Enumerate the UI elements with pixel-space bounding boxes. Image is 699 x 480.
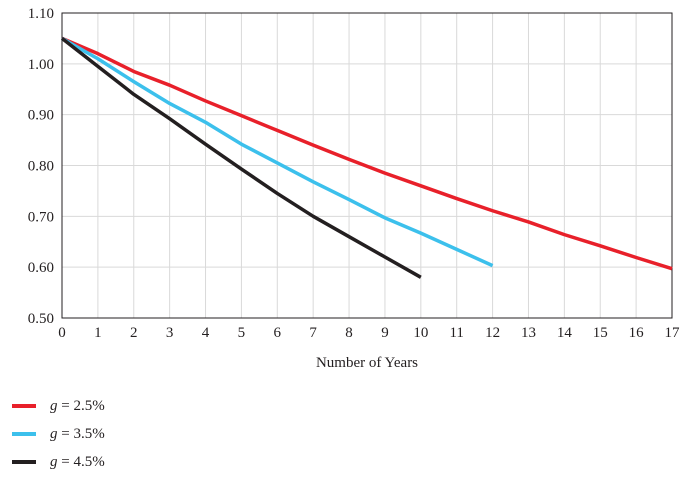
x-tick-label: 8 [345, 325, 353, 341]
legend-item-series-2: g = 3.5% [12, 420, 105, 448]
series-line-3 [60, 37, 422, 279]
legend-label-value: = 4.5% [57, 453, 105, 470]
legend-label: g = 2.5% [50, 398, 105, 415]
x-tick-label: 10 [413, 325, 428, 341]
legend-label: g = 4.5% [50, 454, 105, 471]
x-tick-label: 14 [557, 325, 573, 341]
legend-label-variable: g [50, 425, 58, 442]
legend-label-variable: g [50, 453, 58, 470]
legend-label-value: = 3.5% [57, 425, 105, 442]
x-tick-label: 7 [309, 325, 317, 341]
x-tick-label: 6 [274, 325, 282, 341]
legend-item-series-3: g = 4.5% [12, 448, 105, 476]
x-tick-label: 4 [202, 325, 210, 341]
y-tick-label: 0.80 [28, 159, 54, 175]
legend-label: g = 3.5% [50, 426, 105, 443]
x-tick-label: 16 [629, 325, 645, 341]
x-tick-label: 17 [665, 325, 681, 341]
x-tick-label: 2 [130, 325, 138, 341]
y-tick-label: 0.50 [28, 311, 54, 327]
series-line-1 [61, 36, 673, 271]
legend-item-series-1: g = 2.5% [12, 392, 105, 420]
x-tick-label: 3 [166, 325, 174, 341]
legend: g = 2.5% g = 3.5% g = 4.5% [12, 392, 105, 476]
x-tick-label: 11 [449, 325, 463, 341]
series-line-2 [61, 36, 494, 268]
x-tick-label: 9 [381, 325, 389, 341]
series-lines [60, 36, 673, 279]
x-axis-title: Number of Years [316, 355, 418, 371]
x-axis-ticks: 0 1 2 3 4 5 6 7 8 9 10 11 12 13 14 15 16 17 [58, 325, 680, 341]
legend-swatch [12, 460, 36, 464]
legend-label-value: = 2.5% [57, 397, 105, 414]
plot-frame [61, 12, 673, 319]
x-tick-label: 0 [58, 325, 66, 341]
y-axis-ticks: 0.50 0.60 0.70 0.80 0.90 1.00 1.10 [28, 6, 54, 327]
y-tick-label: 1.00 [28, 57, 54, 73]
x-tick-label: 13 [521, 325, 536, 341]
y-tick-label: 0.60 [28, 260, 54, 276]
y-tick-label: 0.90 [28, 108, 54, 124]
x-tick-label: 1 [94, 325, 102, 341]
x-tick-label: 5 [238, 325, 246, 341]
y-tick-label: 0.70 [28, 209, 54, 225]
legend-label-variable: g [50, 397, 58, 414]
y-tick-label: 1.10 [28, 6, 54, 22]
x-tick-label: 15 [593, 325, 608, 341]
legend-swatch [12, 432, 36, 436]
legend-swatch [12, 404, 36, 408]
grid [62, 13, 672, 318]
x-tick-label: 12 [485, 325, 500, 341]
